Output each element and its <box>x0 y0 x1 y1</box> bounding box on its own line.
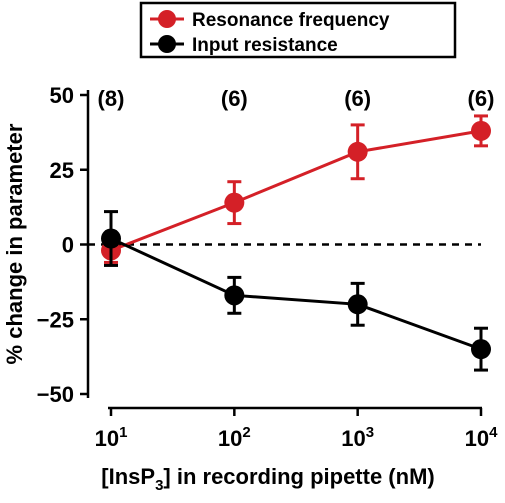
series-line-input-resistance <box>110 237 482 351</box>
y-tick-label: −50 <box>37 382 74 407</box>
y-ticks: 50 25 0 −25 −50 <box>37 83 88 407</box>
legend-label-resonance: Resonance frequency <box>192 10 390 31</box>
x-tick-label: 102 <box>218 424 251 451</box>
data-point <box>224 192 245 213</box>
x-tick-label: 103 <box>341 424 374 451</box>
n-count-label: (6) <box>221 86 248 111</box>
legend-marker-resonance <box>158 10 176 28</box>
x-axis-label: [InsP3] in recording pipette (nM) <box>101 464 434 494</box>
series-resonance-frequency <box>101 114 491 264</box>
n-counts: (8) (6) (6) (6) <box>98 86 495 111</box>
x-axis-label-sub: 3 <box>155 477 163 494</box>
legend-item-input-resistance: Input resistance <box>150 35 338 56</box>
x-ticks: 101 102 103 104 <box>95 408 498 451</box>
y-tick-label: 50 <box>50 83 74 108</box>
legend-marker-input-resistance <box>158 35 176 53</box>
x-axis-label-before: [InsP <box>101 464 155 489</box>
data-point <box>347 294 368 315</box>
x-tick-label: 104 <box>465 424 498 451</box>
data-point <box>471 339 491 360</box>
n-count-label: (8) <box>98 86 125 111</box>
n-count-label: (6) <box>468 86 495 111</box>
data-point <box>224 285 245 306</box>
series-line-resonance-frequency <box>110 129 482 252</box>
n-count-label: (6) <box>344 86 371 111</box>
legend-label-input-resistance: Input resistance <box>192 35 338 56</box>
data-point <box>101 228 121 249</box>
data-point <box>471 120 491 141</box>
series-group <box>101 114 491 372</box>
y-axis-label: % change in parameter <box>2 123 27 364</box>
legend: Resonance frequency Input resistance <box>139 1 457 59</box>
legend-item-resonance: Resonance frequency <box>150 10 390 31</box>
legend-box <box>139 1 457 59</box>
x-tick-label: 101 <box>95 424 128 451</box>
y-tick-label: −25 <box>37 307 74 332</box>
series-input-resistance <box>101 210 491 372</box>
y-tick-label: 25 <box>50 158 74 183</box>
data-point <box>347 141 368 162</box>
y-tick-label: 0 <box>62 233 74 258</box>
x-axis-label-after: ] in recording pipette (nM) <box>163 464 434 489</box>
